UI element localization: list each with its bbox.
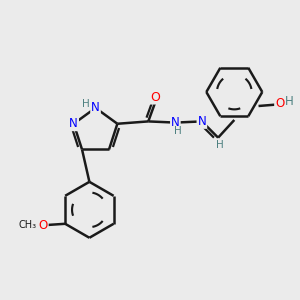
Text: N: N	[197, 115, 206, 128]
Text: H: H	[216, 140, 224, 150]
Text: H: H	[82, 99, 90, 110]
Text: H: H	[174, 126, 182, 136]
Text: N: N	[91, 101, 100, 114]
Text: N: N	[69, 117, 78, 130]
Text: O: O	[275, 97, 284, 110]
Text: O: O	[38, 219, 48, 232]
Text: CH₃: CH₃	[19, 220, 37, 230]
Text: N: N	[171, 116, 180, 129]
Text: O: O	[150, 91, 160, 103]
Text: H: H	[285, 95, 293, 108]
